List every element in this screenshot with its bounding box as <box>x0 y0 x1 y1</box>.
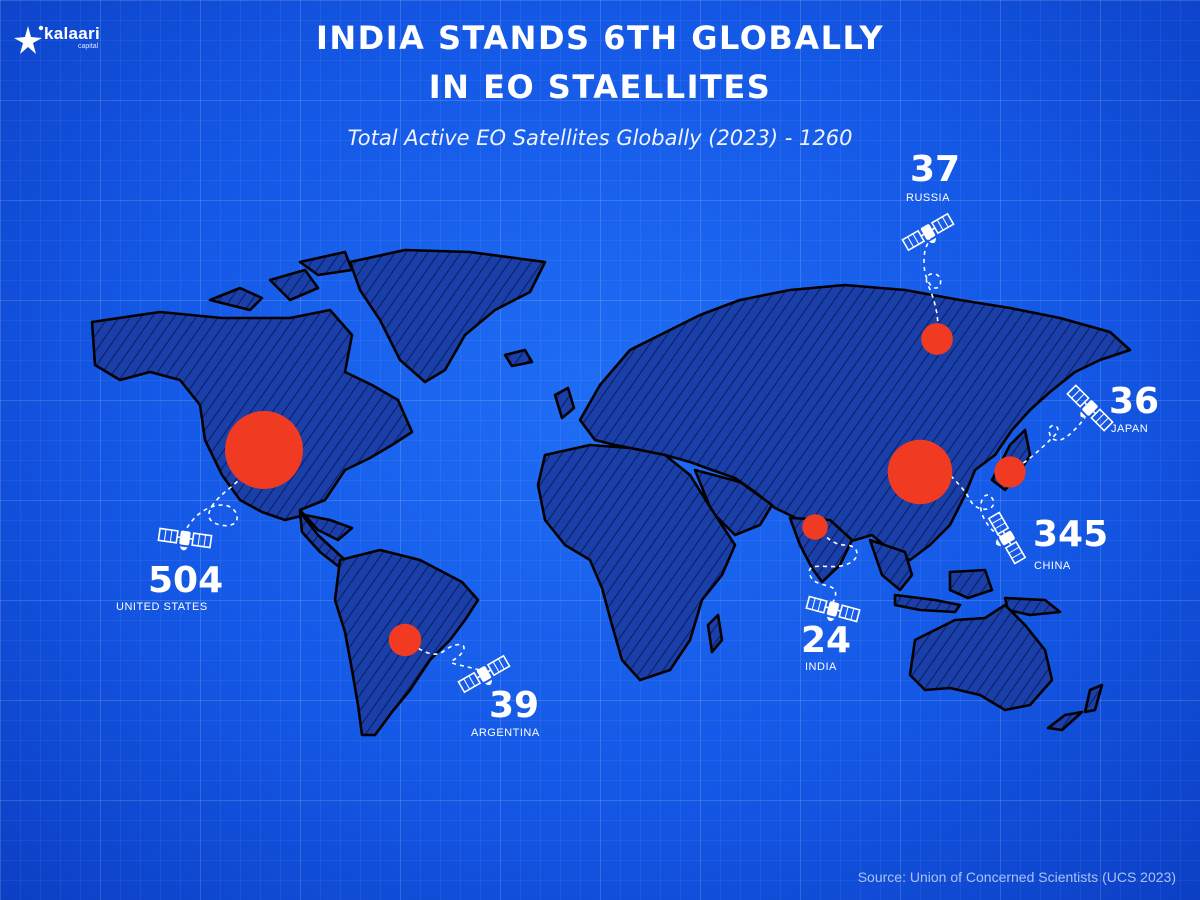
satellite-paths <box>184 234 1086 671</box>
land-madagascar <box>706 613 724 654</box>
label-japan: JAPAN <box>1111 423 1149 435</box>
value-bubbles <box>225 323 1026 657</box>
land-africa <box>536 443 737 682</box>
land-southeast-asia <box>868 538 914 592</box>
land-arctic-islands <box>268 268 320 302</box>
value-india: 24 <box>801 620 852 661</box>
land-borneo <box>948 568 994 600</box>
satellite-icon <box>1061 383 1115 437</box>
page-subtitle: Total Active EO Satellites Globally (202… <box>347 126 853 150</box>
land-arctic-islands <box>298 250 354 277</box>
bubble-japan <box>994 456 1026 488</box>
satellite-icon <box>982 511 1027 568</box>
label-russia: RUSSIA <box>906 192 950 204</box>
bubble-china <box>887 439 953 505</box>
land-eurasia <box>578 283 1132 562</box>
label-argentina: ARGENTINA <box>471 727 540 739</box>
land-indonesia <box>893 593 962 614</box>
value-argentina: 39 <box>489 685 540 726</box>
land-new-zealand <box>1046 710 1084 732</box>
land-iceland <box>503 348 534 368</box>
bubble-india <box>802 514 828 540</box>
brand-sub: capital <box>78 43 99 50</box>
land-uk <box>553 386 576 420</box>
value-united-states: 504 <box>148 560 224 601</box>
bubble-united-states <box>225 411 303 489</box>
value-russia: 37 <box>910 149 961 190</box>
source-note: Source: Union of Concerned Scientists (U… <box>857 869 1176 885</box>
page-title-line2: IN EO STAELLITES <box>428 68 772 106</box>
satellite-icon <box>901 212 958 257</box>
land-arctic-islands <box>208 286 264 312</box>
brand-name: kalaari <box>44 24 100 43</box>
page-title-line1: INDIA STANDS 6TH GLOBALLY <box>315 19 885 57</box>
land-australia <box>908 603 1054 712</box>
kalaari-logo-star <box>14 25 44 54</box>
label-united-states: UNITED STATES <box>116 601 208 613</box>
value-japan: 36 <box>1109 381 1160 422</box>
bubble-russia <box>921 323 953 355</box>
land-new-zealand <box>1083 683 1104 714</box>
satellite-icon <box>156 526 213 555</box>
land-greenland <box>348 248 547 384</box>
label-china: CHINA <box>1034 560 1071 572</box>
label-india: INDIA <box>805 661 837 673</box>
bubble-argentina <box>388 623 422 657</box>
value-china: 345 <box>1033 514 1109 555</box>
